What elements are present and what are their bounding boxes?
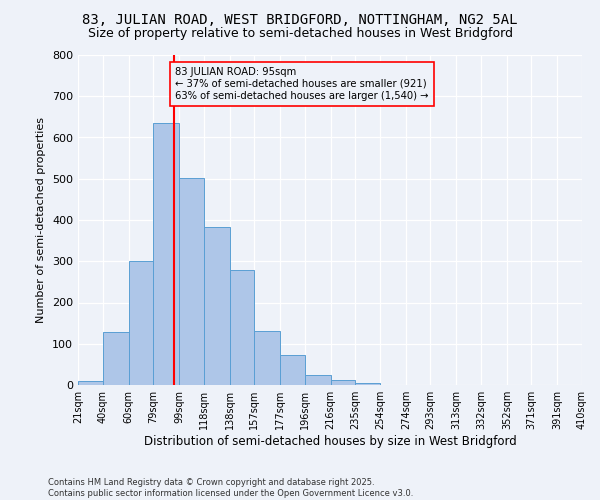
- Bar: [203, 228, 230, 385]
- Bar: [179, 178, 203, 385]
- Bar: [254, 332, 280, 385]
- Bar: [103, 332, 128, 385]
- Bar: [230, 270, 254, 385]
- Bar: [280, 356, 305, 385]
- Bar: [78, 381, 103, 385]
- Bar: [153, 123, 179, 385]
- X-axis label: Distribution of semi-detached houses by size in West Bridgford: Distribution of semi-detached houses by …: [143, 435, 517, 448]
- Text: Size of property relative to semi-detached houses in West Bridgford: Size of property relative to semi-detach…: [88, 28, 512, 40]
- Y-axis label: Number of semi-detached properties: Number of semi-detached properties: [37, 117, 46, 323]
- Bar: [331, 380, 355, 385]
- Text: Contains HM Land Registry data © Crown copyright and database right 2025.
Contai: Contains HM Land Registry data © Crown c…: [48, 478, 413, 498]
- Bar: [305, 374, 331, 385]
- Text: 83 JULIAN ROAD: 95sqm
← 37% of semi-detached houses are smaller (921)
63% of sem: 83 JULIAN ROAD: 95sqm ← 37% of semi-deta…: [175, 68, 428, 100]
- Bar: [355, 383, 380, 385]
- Text: 83, JULIAN ROAD, WEST BRIDGFORD, NOTTINGHAM, NG2 5AL: 83, JULIAN ROAD, WEST BRIDGFORD, NOTTING…: [82, 12, 518, 26]
- Bar: [128, 261, 153, 385]
